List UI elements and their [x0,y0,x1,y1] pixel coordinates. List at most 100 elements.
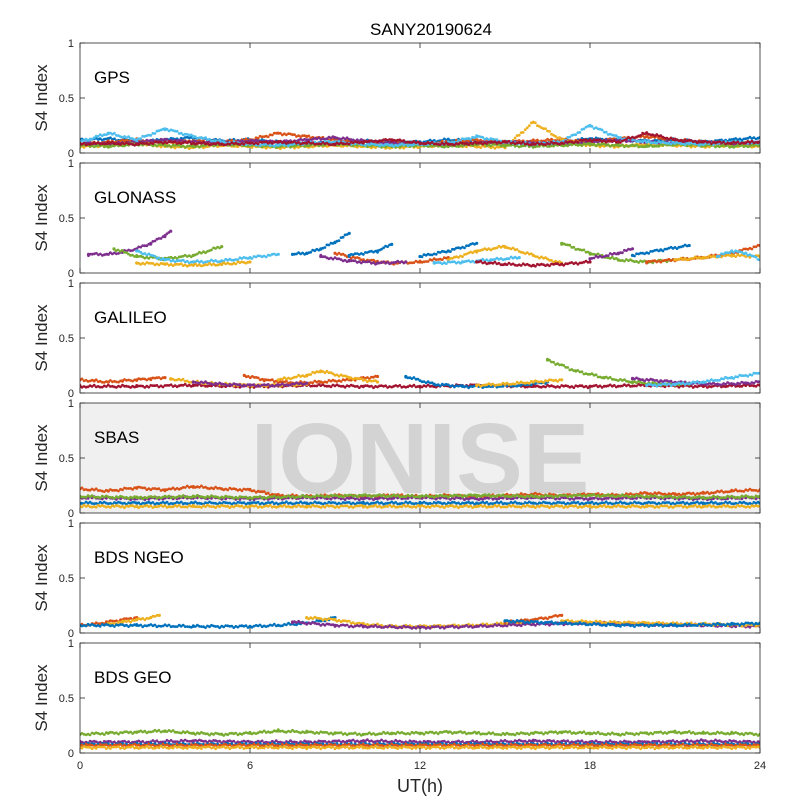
data-point [348,259,351,262]
data-point [324,246,327,249]
data-point [309,251,312,254]
data-point [588,124,591,127]
data-point [376,262,379,265]
data-point [248,384,251,387]
data-point [631,380,634,383]
data-point [305,135,308,138]
data-point [107,142,110,145]
data-point [532,254,535,257]
data-point [744,252,747,255]
data-point [163,263,166,266]
data-point [544,127,547,130]
data-point [532,264,535,267]
data-point [508,140,511,143]
data-point [481,136,484,139]
y-axis-label: S4 Index [32,64,51,132]
data-point [605,131,608,134]
data-point [639,134,642,137]
data-point [277,144,280,147]
y-tick-label: 1 [68,278,74,290]
data-point [516,248,519,251]
data-point [333,136,336,139]
data-point [319,380,322,383]
data-point [617,136,620,139]
data-point [730,142,733,145]
data-point [688,244,691,247]
data-point [560,263,563,266]
data-point [503,245,506,248]
data-point [631,254,634,257]
data-point [107,380,110,383]
data-point [461,260,464,263]
data-point [583,249,586,252]
data-point [503,140,506,143]
data-point [702,380,705,383]
data-point [348,376,351,379]
data-point [305,252,308,255]
data-point [333,241,336,244]
data-point [645,492,648,495]
data-point [588,138,591,141]
data-point [588,385,591,388]
data-point [503,263,506,266]
data-point [572,246,575,249]
data-point [107,489,110,492]
data-point [87,253,90,256]
data-point [107,253,110,256]
data-point [560,142,563,145]
data-point [730,145,733,148]
data-point [402,139,405,142]
data-point [135,262,138,265]
data-point [169,230,172,233]
data-point [617,140,620,143]
data-point [461,385,464,388]
y-tick-label: 0.5 [59,213,74,225]
data-point [135,385,138,388]
data-point [163,376,166,379]
data-point [558,136,561,139]
data-point [673,258,676,261]
data-point [418,260,421,263]
data-point [220,245,223,248]
panel-background [80,283,760,393]
y-tick-label: 1 [68,158,74,170]
data-point [135,138,138,141]
data-point [475,384,478,387]
data-point [532,380,535,383]
data-point [277,140,280,143]
data-point [121,379,124,382]
data-point [730,376,733,379]
data-point [716,383,719,386]
data-point [390,243,393,246]
data-point [588,252,591,255]
data-point [376,249,379,252]
data-point [489,258,492,261]
data-point [135,143,138,146]
data-point [176,130,179,133]
data-point [607,254,610,257]
data-point [192,145,195,148]
data-point [192,142,195,145]
data-point [362,140,365,143]
data-point [595,373,598,376]
data-point [248,260,251,263]
data-point [338,239,341,242]
data-point [192,380,195,383]
data-point [418,385,421,388]
data-point [362,385,365,388]
chart-title: SANY20190624 [370,20,492,39]
data-point [645,260,648,263]
data-point [243,374,246,377]
data-point [333,252,336,255]
data-point [234,263,237,266]
data-point [158,487,161,490]
data-point [277,384,280,387]
data-point [475,135,478,138]
data-point [645,140,648,143]
data-point [716,255,719,258]
data-point [581,370,584,373]
data-point [319,369,322,372]
